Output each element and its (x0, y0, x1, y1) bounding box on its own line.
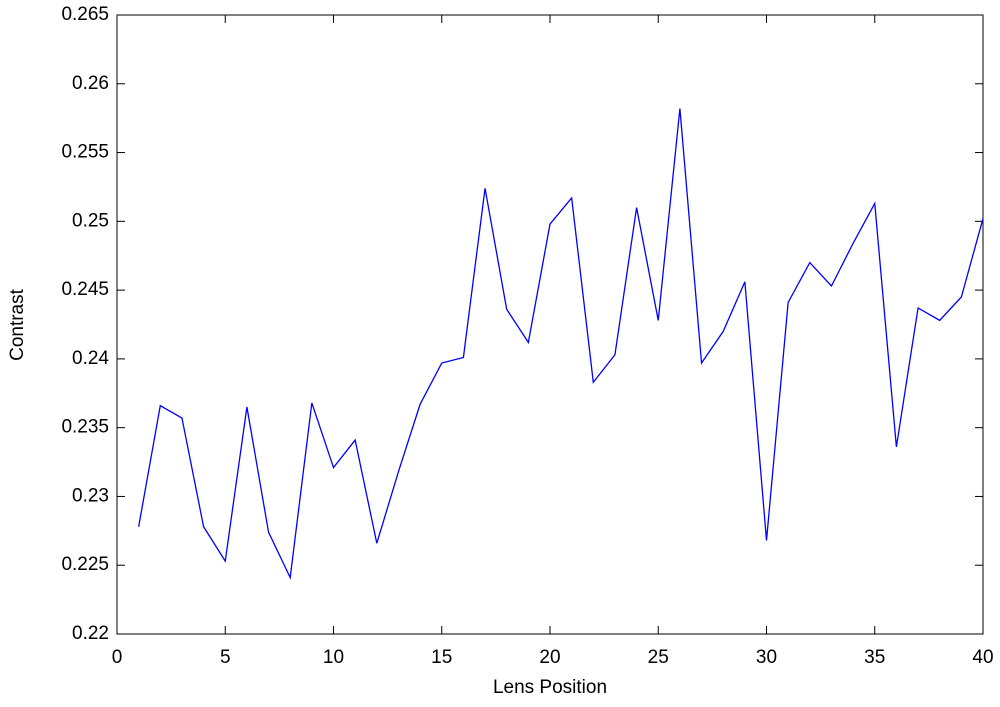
y-tick-label: 0.22 (72, 623, 109, 644)
x-tick-label: 5 (220, 647, 231, 668)
x-tick-label: 0 (112, 647, 123, 668)
y-tick-label: 0.26 (72, 73, 109, 94)
y-tick-label: 0.255 (61, 142, 109, 163)
x-tick-label: 15 (431, 647, 452, 668)
y-axis-label: Contrast (7, 288, 28, 361)
x-tick-label: 25 (648, 647, 669, 668)
x-axis-label: Lens Position (493, 677, 607, 698)
x-tick-label: 40 (972, 647, 993, 668)
x-tick-label: 20 (539, 647, 560, 668)
y-tick-label: 0.225 (61, 554, 109, 575)
y-tick-label: 0.265 (61, 4, 109, 25)
y-tick-label: 0.24 (72, 348, 109, 369)
x-tick-label: 10 (323, 647, 344, 668)
y-tick-label: 0.235 (61, 417, 109, 438)
x-tick-label: 35 (864, 647, 885, 668)
y-tick-label: 0.23 (72, 485, 109, 506)
y-tick-label: 0.245 (61, 279, 109, 300)
data-line (138, 108, 984, 580)
y-tick-label: 0.25 (72, 210, 109, 231)
plot-area (116, 14, 984, 635)
x-tick-label: 30 (756, 647, 777, 668)
